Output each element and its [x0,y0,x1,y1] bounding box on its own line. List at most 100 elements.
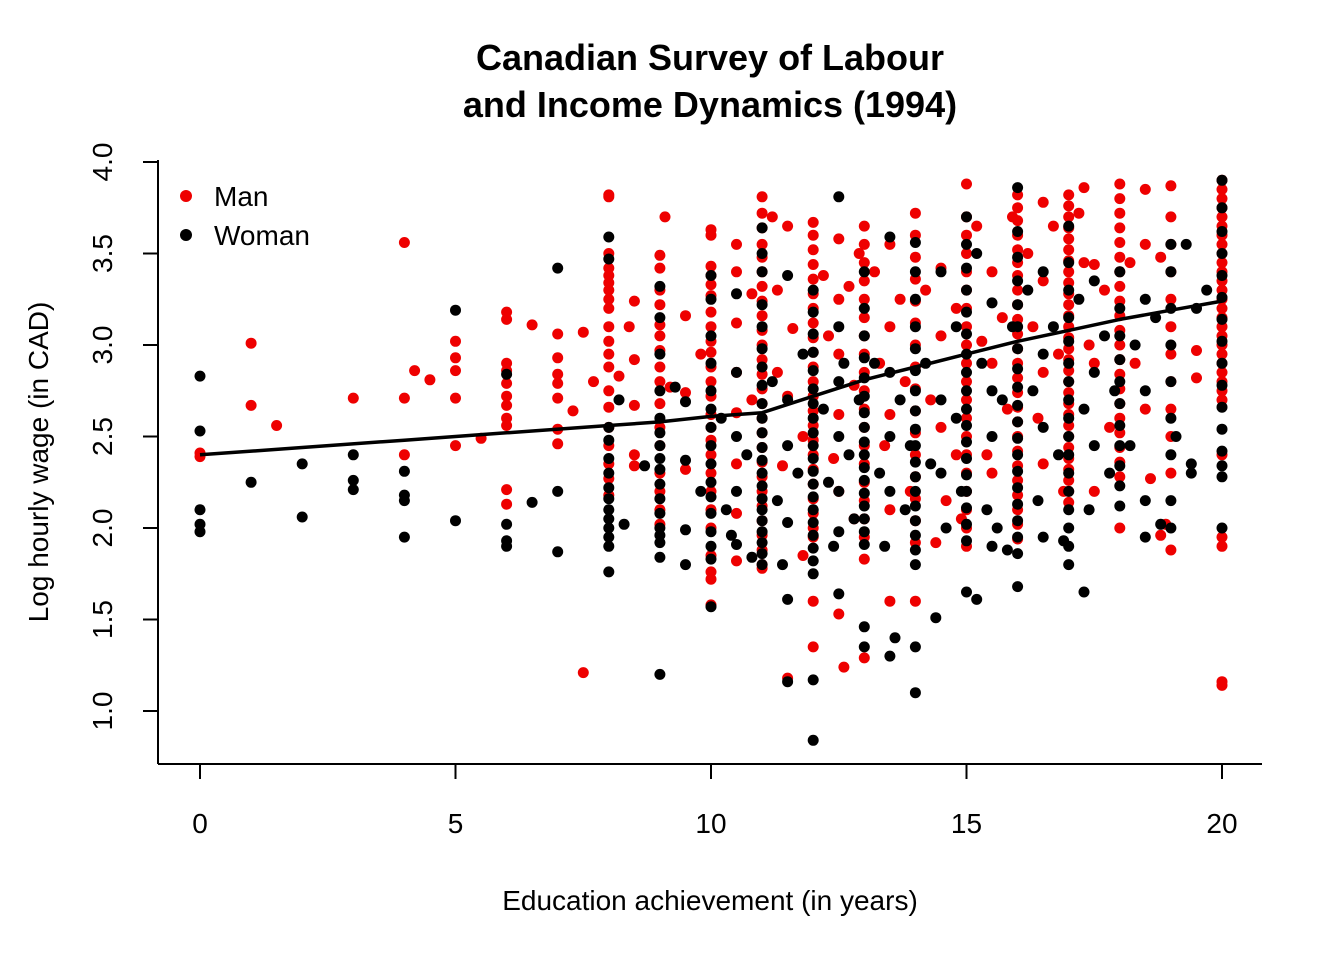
point-woman [1114,330,1126,342]
point-man [1165,544,1177,556]
legend-marker-woman [180,229,192,241]
point-man [731,317,742,329]
point-woman [1216,471,1228,483]
y-tick-label: 2.5 [87,417,118,456]
point-man [628,354,640,366]
point-man [450,352,461,364]
point-man [613,370,625,382]
point-woman [874,467,886,479]
point-woman [194,526,206,538]
point-man [1078,257,1090,269]
point-woman [833,191,845,203]
point-woman [756,480,768,492]
point-woman [858,474,870,486]
point-man [961,339,972,351]
point-woman [807,346,819,358]
point-woman [909,385,921,397]
point-woman [756,266,768,278]
point-man [450,335,461,347]
point-man [961,229,972,241]
point-man [756,310,768,322]
point-man [1216,211,1228,223]
point-woman [705,601,717,613]
point-man [680,387,691,399]
point-man [807,216,819,228]
point-woman [705,540,717,552]
point-woman [705,553,717,565]
point-woman [961,366,972,378]
point-woman [1027,385,1039,397]
point-woman [194,425,206,437]
point-man [756,280,768,292]
point-woman [1180,238,1192,250]
point-man [756,238,768,250]
point-woman [807,453,819,464]
point-woman [858,390,870,402]
point-woman [961,485,972,497]
point-man [1063,299,1075,311]
point-woman [1063,220,1075,232]
point-woman [501,540,513,552]
point-woman [1104,467,1116,479]
point-man [1124,257,1136,269]
point-man [731,507,742,519]
point-woman [654,385,666,397]
point-man [409,365,421,377]
point-man [950,302,962,314]
point-woman [639,460,651,472]
point-man [828,453,840,464]
point-man [1063,244,1075,256]
y-tick-label: 3.5 [87,234,118,273]
point-woman [1165,412,1177,424]
point-man [1063,211,1075,223]
point-woman [909,515,921,527]
point-man [833,233,845,245]
point-man [1216,540,1228,552]
point-woman [1032,495,1044,507]
point-woman [1012,432,1024,444]
point-man [1078,182,1090,194]
point-woman [552,485,564,497]
point-woman [1063,312,1075,324]
point-woman [1063,431,1075,442]
point-man [961,178,972,190]
point-man [986,266,998,278]
point-man [823,330,834,342]
point-woman [807,529,819,541]
point-woman [1216,313,1228,325]
point-woman [909,266,921,278]
point-woman [1216,460,1228,472]
point-man [1088,485,1100,497]
point-man [807,641,819,653]
point-woman [756,321,768,333]
point-man [654,330,666,342]
point-woman [961,306,972,318]
point-man [526,319,538,331]
point-man [884,595,896,607]
point-man [1165,403,1177,415]
point-woman [654,312,666,324]
point-man [961,394,972,406]
point-woman [1216,379,1228,391]
point-man [807,317,819,329]
point-man [705,229,717,241]
point-woman [654,427,666,439]
point-man [398,449,410,461]
point-man [603,401,615,413]
point-man [807,229,819,241]
point-man [1216,679,1228,691]
point-woman [909,343,921,355]
point-man [756,191,768,203]
point-woman [603,540,615,552]
point-man [1114,339,1126,351]
point-man [1155,251,1167,263]
point-man [680,310,691,322]
point-woman [1114,460,1126,472]
point-woman [603,434,615,446]
point-woman [756,379,768,391]
point-man [1139,403,1151,415]
point-man [654,361,666,373]
point-man [971,220,983,232]
point-woman [398,531,410,543]
point-man [450,440,461,452]
